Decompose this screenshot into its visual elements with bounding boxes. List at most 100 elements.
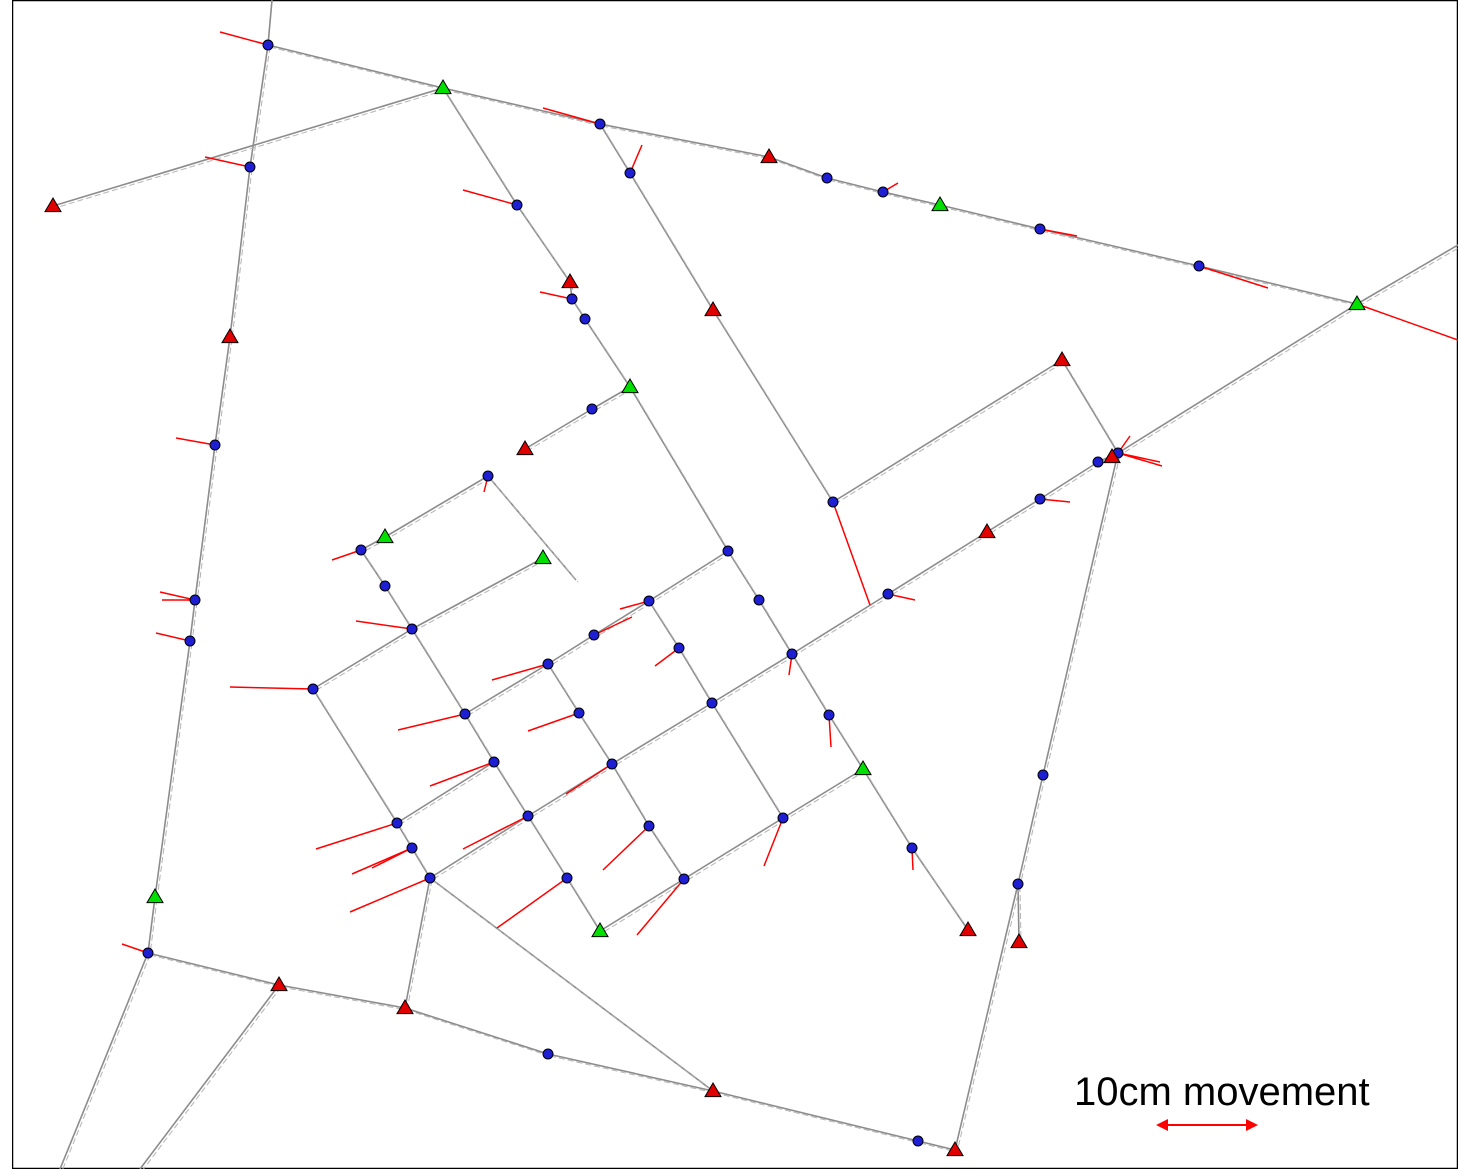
network-edge-pair [54, 89, 446, 209]
network-edge [229, 166, 251, 338]
displacement-vector [229, 686, 314, 690]
displacement-vector [349, 877, 431, 913]
observed-point [1034, 223, 1046, 235]
observed-point [753, 594, 765, 606]
displacement-vector [155, 632, 191, 642]
network-edge [828, 714, 864, 770]
network-edge-pair [631, 388, 731, 554]
network-edge-pair [956, 885, 1021, 1153]
network-edge [611, 763, 650, 827]
network-edge [578, 712, 613, 765]
network-edge [939, 204, 1041, 230]
network-edge [593, 600, 650, 636]
network-edge [384, 585, 413, 630]
network-edge-pair [62, 954, 151, 1169]
network-edge-pair [413, 559, 546, 632]
network-edge-pair [595, 602, 652, 638]
fixed-control-point [434, 79, 452, 95]
network-edge [267, 44, 444, 89]
network-edge [464, 713, 495, 763]
unknown-control-point [704, 301, 722, 317]
network-edge-pair [913, 849, 971, 933]
network-edge-pair [884, 193, 943, 208]
network-edge-pair [149, 898, 158, 956]
network-edge-pair [601, 125, 633, 176]
observed-point [588, 629, 600, 641]
observed-point [1193, 260, 1205, 272]
network-edge [1017, 883, 1020, 943]
survey-network-diagram [12, 0, 1458, 1169]
observed-point [406, 842, 418, 854]
network-edge-pair [398, 763, 497, 826]
observed-point [459, 708, 471, 720]
network-edge [711, 653, 793, 704]
network-edge [678, 647, 713, 704]
network-edge-pair [251, 46, 271, 170]
network-edge [396, 761, 495, 824]
network-edge-pair [650, 602, 682, 651]
observed-point [821, 172, 833, 184]
observed-point [882, 588, 894, 600]
fixed-control-point [146, 888, 164, 904]
network-edge-pair [1041, 230, 1202, 269]
observed-point [1012, 878, 1024, 890]
displacement-vector [462, 189, 518, 206]
displacement-vector [496, 877, 568, 929]
observed-point [142, 947, 154, 959]
observed-point [511, 199, 523, 211]
network-edge [154, 640, 191, 898]
unknown-control-point [946, 1141, 964, 1157]
observed-point [827, 496, 839, 508]
network-edge [312, 688, 398, 824]
observed-point [209, 439, 221, 451]
fixed-control-point [534, 549, 552, 565]
network-edge-pair [406, 879, 433, 1011]
unknown-control-point [44, 197, 62, 213]
observed-point [561, 872, 573, 884]
network-edge-pair [1044, 454, 1121, 778]
network-edge [411, 557, 544, 630]
network-edge [493, 761, 529, 817]
unknown-control-point [959, 921, 977, 937]
observed-point [912, 1135, 924, 1147]
network-edge-pair [714, 311, 836, 505]
network-edge [527, 815, 568, 879]
displacement-vector [175, 437, 216, 446]
network-edge-pair [713, 655, 795, 706]
network-edge-pair [216, 338, 233, 448]
observed-point [594, 118, 606, 130]
network-edge-pair [988, 500, 1043, 535]
network-edge [59, 952, 149, 1169]
displacement-vector [1198, 265, 1269, 289]
displacement-vector [1039, 228, 1078, 237]
observed-point [706, 697, 718, 709]
network-edge-pair [770, 158, 830, 181]
observed-point [722, 545, 734, 557]
network-edge [727, 550, 760, 601]
network-edge-pair [431, 879, 716, 1094]
unknown-control-point [1103, 448, 1121, 464]
observed-point [606, 758, 618, 770]
network-edge-pair [793, 655, 832, 718]
observed-point [777, 812, 789, 824]
observed-point [184, 635, 196, 647]
displacement-vector [371, 847, 413, 869]
network-edge-pair [314, 690, 400, 826]
network-edge [442, 87, 601, 125]
network-edge [214, 336, 231, 446]
displacement-vector [602, 825, 650, 871]
network-edge [139, 984, 280, 1169]
unknown-control-point [270, 976, 288, 992]
unknown-control-point [760, 148, 778, 164]
network-edge [648, 600, 680, 649]
network-edge-pair [1019, 776, 1046, 887]
network-edge [249, 44, 269, 168]
network-edge [547, 1053, 714, 1092]
displacement-vector [527, 712, 580, 732]
network-edge [1039, 461, 1099, 500]
network-canvas [12, 0, 1458, 1169]
displacement-vector [397, 713, 466, 731]
fixed-control-point [931, 196, 949, 212]
network-edge-pair [495, 763, 531, 819]
network-edge [1039, 228, 1200, 267]
